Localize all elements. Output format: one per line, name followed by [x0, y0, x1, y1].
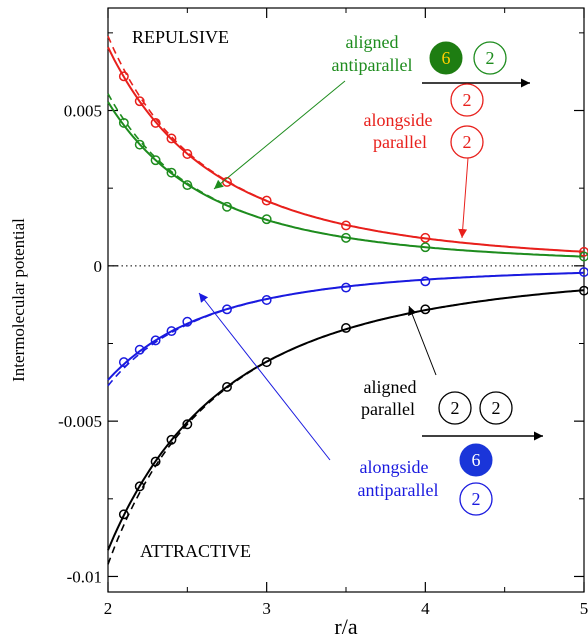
- point-aligned_parallel: [341, 323, 351, 333]
- aligned-parallel-line2: parallel: [361, 399, 415, 419]
- open-circle-2-black-b: [479, 391, 513, 425]
- aligned-antiparallel-line1: aligned: [346, 32, 399, 52]
- y-tick-label: 0.005: [64, 102, 102, 121]
- green-pointer-arrow: [213, 80, 346, 190]
- open-circle-2-blue: [459, 482, 493, 516]
- y-tick-label: -0.01: [67, 567, 102, 586]
- x-tick-label: 5: [580, 599, 588, 618]
- annotation-aligned-parallel: aligned parallel 2 2: [361, 305, 543, 441]
- aligned-parallel-line1: aligned: [364, 377, 417, 397]
- point-aligned_antiparallel: [166, 167, 177, 178]
- point-alongside_antiparallel: [261, 295, 272, 305]
- alongside-parallel-line1: alongside: [364, 110, 433, 130]
- series-curves: [107, 35, 585, 565]
- point-alongside_antiparallel: [222, 304, 232, 315]
- aligned-parallel-glyph-a: 2: [451, 398, 460, 418]
- curve-alongside_parallel: [107, 46, 585, 253]
- curve-dashed-aligned_antiparallel: [107, 93, 585, 258]
- alongside-parallel-line2: parallel: [373, 132, 427, 152]
- aligned-antiparallel-glyph-b: 2: [486, 48, 495, 68]
- open-circle-2-red-b: [450, 125, 484, 159]
- point-alongside_antiparallel: [166, 326, 177, 337]
- point-aligned_parallel: [150, 456, 161, 467]
- open-circle-2-black-a: [438, 391, 472, 425]
- open-circle-2-red-a: [450, 83, 484, 117]
- point-alongside_parallel: [134, 96, 145, 107]
- point-aligned_parallel: [134, 481, 145, 492]
- point-alongside_parallel: [150, 117, 161, 128]
- aligned-parallel-glyph-b: 2: [492, 398, 501, 418]
- point-alongside_antiparallel: [579, 267, 588, 277]
- curve-aligned_antiparallel: [107, 101, 585, 258]
- plot-frame: [107, 7, 585, 593]
- point-alongside_antiparallel: [182, 316, 193, 327]
- alongside-antiparallel-glyph-b: 2: [472, 489, 481, 509]
- curve-aligned_parallel: [107, 289, 585, 551]
- aligned-antiparallel-glyph-a: 6: [442, 48, 451, 68]
- point-aligned_parallel: [182, 419, 193, 430]
- point-aligned_antiparallel: [118, 117, 129, 128]
- point-aligned_antiparallel: [222, 201, 232, 212]
- y-axis-label: Intermolecular potential: [9, 218, 28, 382]
- point-aligned_parallel: [579, 285, 588, 296]
- alongside-parallel-glyph-b: 2: [463, 132, 472, 152]
- point-alongside_parallel: [341, 220, 351, 231]
- aligned-antiparallel-line2: antiparallel: [332, 55, 413, 75]
- blue-pointer-arrow: [198, 292, 331, 461]
- black-pointer-arrow: [408, 305, 437, 376]
- annotation-alongside-parallel: 2 alongside parallel 2: [364, 83, 484, 239]
- axis-ticks: 2 3 4 5 -0.01 -0.005 0 0.005: [58, 8, 588, 618]
- alongside-antiparallel-line2: antiparallel: [358, 480, 439, 500]
- repulsive-label: REPULSIVE: [132, 27, 229, 47]
- x-axis-label: r/a: [334, 614, 357, 637]
- point-alongside_parallel: [118, 71, 129, 82]
- point-aligned_parallel: [261, 357, 272, 368]
- point-alongside_parallel: [222, 177, 232, 187]
- point-aligned_antiparallel: [579, 251, 588, 262]
- point-aligned_parallel: [118, 509, 129, 520]
- series-points: [118, 71, 588, 520]
- point-alongside_parallel: [579, 246, 588, 257]
- annotation-aligned-antiparallel: aligned antiparallel 6 2: [213, 32, 530, 190]
- point-aligned_parallel: [222, 382, 232, 392]
- x-tick-label: 4: [421, 599, 430, 618]
- attractive-label: ATTRACTIVE: [140, 541, 251, 561]
- filled-circle-6-blue: [459, 443, 493, 477]
- point-alongside_parallel: [261, 195, 272, 206]
- y-tick-label: 0: [94, 257, 103, 276]
- annotation-alongside-antiparallel: alongside antiparallel 6 2: [198, 292, 493, 516]
- point-aligned_antiparallel: [134, 139, 145, 150]
- point-alongside_antiparallel: [134, 344, 145, 355]
- point-aligned_antiparallel: [150, 155, 161, 166]
- point-alongside_antiparallel: [150, 335, 161, 346]
- point-aligned_parallel: [420, 304, 431, 315]
- x-tick-label: 2: [104, 599, 113, 618]
- point-alongside_parallel: [182, 149, 193, 159]
- point-alongside_parallel: [420, 232, 431, 243]
- y-tick-label: -0.005: [58, 412, 102, 431]
- red-pointer-arrow: [458, 157, 469, 239]
- x-tick-label: 3: [262, 599, 271, 618]
- point-alongside_antiparallel: [118, 357, 129, 368]
- point-aligned_antiparallel: [261, 214, 272, 225]
- filled-circle-6-green: [429, 41, 463, 75]
- point-aligned_parallel: [166, 434, 177, 445]
- alongside-parallel-glyph-a: 2: [463, 90, 472, 110]
- alongside-antiparallel-line1: alongside: [360, 457, 429, 477]
- point-alongside_parallel: [166, 133, 177, 144]
- alongside-antiparallel-glyph-a: 6: [472, 450, 481, 470]
- point-aligned_antiparallel: [420, 242, 431, 253]
- point-aligned_antiparallel: [182, 180, 193, 191]
- open-circle-2-green: [473, 41, 507, 75]
- point-alongside_antiparallel: [341, 282, 351, 293]
- point-alongside_antiparallel: [420, 276, 431, 287]
- curve-alongside_antiparallel: [107, 271, 585, 381]
- point-aligned_antiparallel: [341, 232, 351, 243]
